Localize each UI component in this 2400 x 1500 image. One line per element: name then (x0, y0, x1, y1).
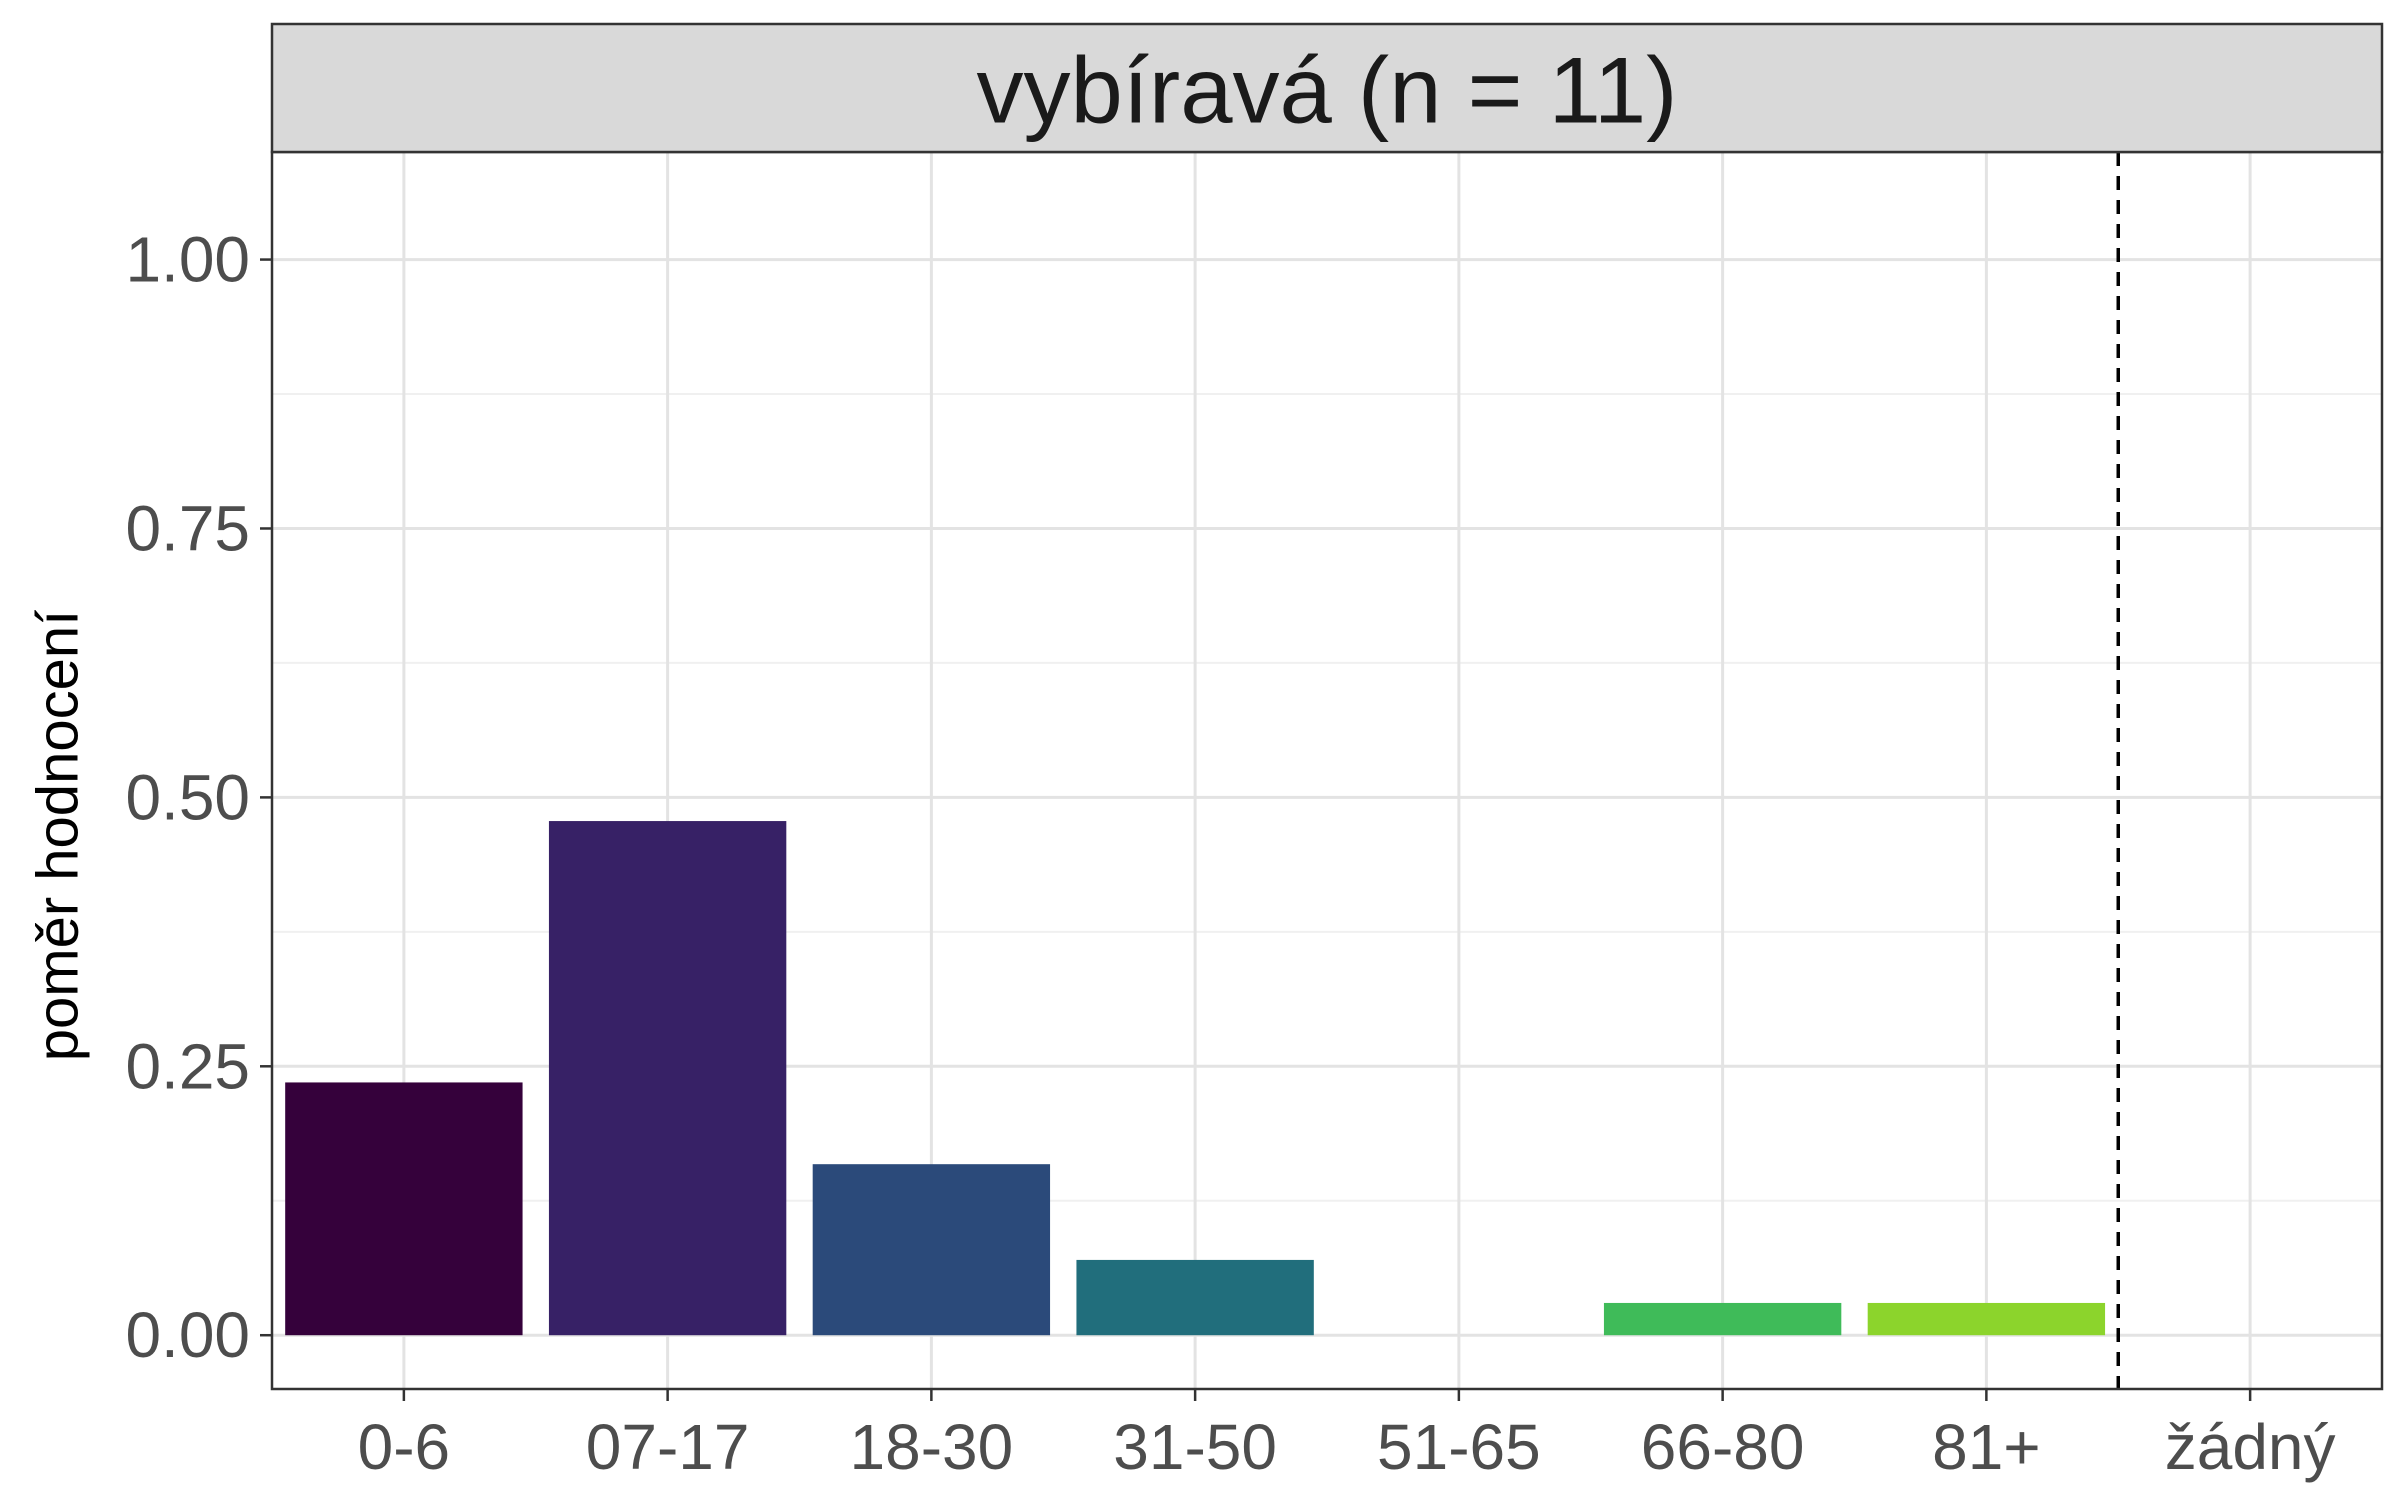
x-tick-label: žádný (2165, 1411, 2336, 1483)
bars (285, 821, 2106, 1336)
facet-strip-background (270, 22, 2384, 154)
y-tick-label: 0.00 (125, 1299, 250, 1371)
x-tick-label: 18-30 (850, 1411, 1014, 1483)
x-tick-label: 07-17 (586, 1411, 750, 1483)
bar-18-30 (812, 1164, 1051, 1336)
y-axis-title: poměr hodnocení (26, 610, 91, 1061)
x-tick-label: 0-6 (358, 1411, 451, 1483)
x-tick-label: 31-50 (1113, 1411, 1277, 1483)
y-tick-label: 0.25 (125, 1030, 250, 1102)
x-tick-label: 66-80 (1641, 1411, 1805, 1483)
x-tick-label: 51-65 (1377, 1411, 1541, 1483)
facet-strip: vybíravá (n = 11) (270, 22, 2384, 154)
y-tick-label: 1.00 (125, 224, 250, 296)
bar-81+ (1867, 1302, 2106, 1336)
bar-07-17 (548, 821, 787, 1336)
x-axis: 0-6 07-17 18-30 31-50 51-65 66-80 81+ žádný (358, 1389, 2336, 1483)
y-tick-label: 0.75 (125, 492, 250, 564)
y-tick-label: 0.50 (125, 761, 250, 833)
x-tick-label: 81+ (1932, 1411, 2041, 1483)
bar-0-6 (285, 1082, 523, 1336)
facet-strip-title: vybíravá (n = 11) (977, 38, 1678, 143)
y-axis: 0.00 0.25 0.50 0.75 1.00 (125, 224, 272, 1371)
bar-31-50 (1076, 1259, 1314, 1336)
bar-66-80 (1603, 1302, 1842, 1336)
